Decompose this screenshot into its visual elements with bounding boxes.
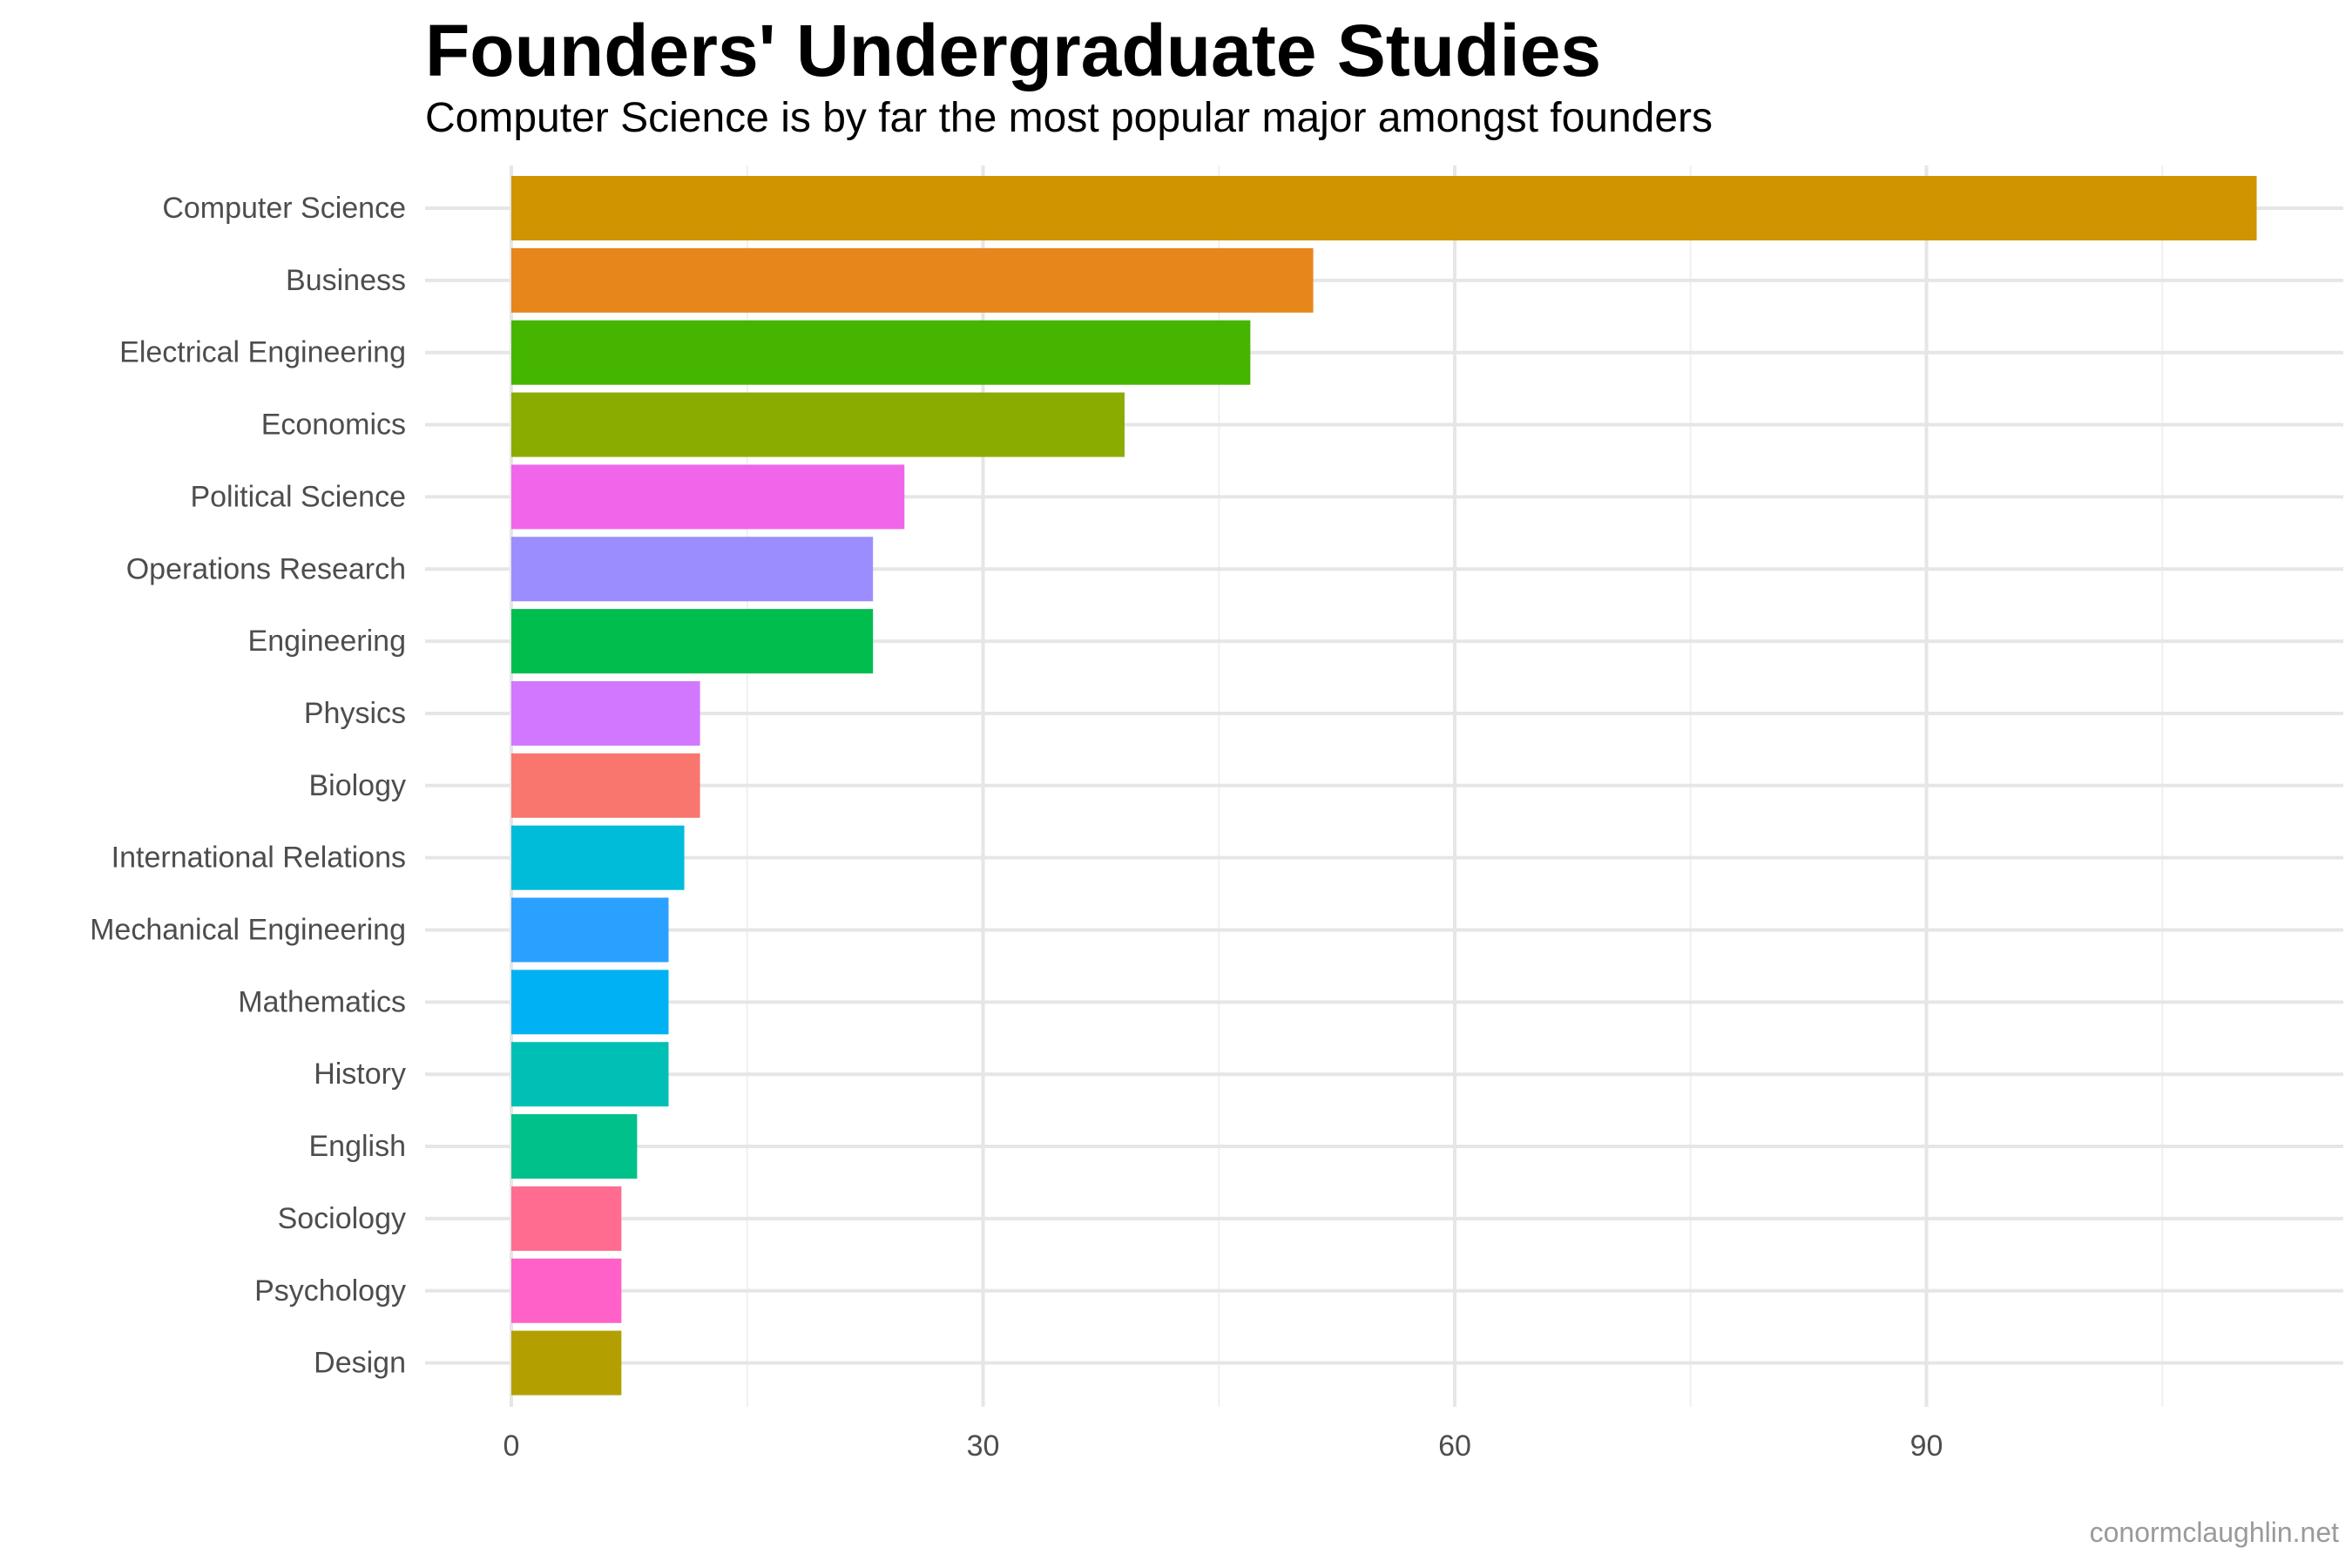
category-label: Electrical Engineering xyxy=(119,336,406,369)
x-tick-label: 60 xyxy=(1438,1429,1471,1463)
bar xyxy=(511,897,669,963)
category-label: Operations Research xyxy=(126,552,406,585)
bar xyxy=(511,1258,622,1323)
bar xyxy=(511,1114,638,1179)
bar xyxy=(511,247,1314,313)
x-tick-label: 0 xyxy=(504,1429,520,1463)
category-label: Mechanical Engineering xyxy=(90,914,406,947)
chart-title: Founders' Undergraduate Studies xyxy=(425,10,1602,91)
chart-subtitle: Computer Science is by far the most popu… xyxy=(425,95,1713,141)
category-label: Biology xyxy=(308,769,406,802)
bar xyxy=(511,537,874,602)
bar xyxy=(511,609,874,674)
category-label: International Relations xyxy=(112,841,406,875)
bar xyxy=(511,320,1251,385)
chart-caption: conormclaughlin.net xyxy=(2089,1517,2339,1548)
bar xyxy=(511,392,1125,457)
category-label: Engineering xyxy=(248,625,406,658)
bar xyxy=(511,970,669,1035)
bar xyxy=(511,1330,622,1396)
category-label: Psychology xyxy=(254,1274,406,1308)
category-label: English xyxy=(308,1130,406,1163)
x-tick-label: 90 xyxy=(1910,1429,1943,1463)
bar xyxy=(511,464,905,530)
bar xyxy=(511,1186,622,1251)
category-label: Economics xyxy=(261,409,406,442)
x-tick-label: 30 xyxy=(967,1429,1000,1463)
category-label: Sociology xyxy=(278,1202,406,1235)
bar xyxy=(511,680,700,746)
category-label: Computer Science xyxy=(162,192,406,225)
bar xyxy=(511,753,700,818)
category-label: Design xyxy=(314,1347,406,1380)
bar xyxy=(511,176,2257,240)
category-label: History xyxy=(314,1058,406,1091)
category-label: Political Science xyxy=(190,480,406,513)
category-label: Business xyxy=(286,264,406,297)
category-label: Physics xyxy=(304,697,406,730)
bar xyxy=(511,825,685,890)
category-label: Mathematics xyxy=(238,985,406,1018)
bar xyxy=(511,1042,669,1107)
